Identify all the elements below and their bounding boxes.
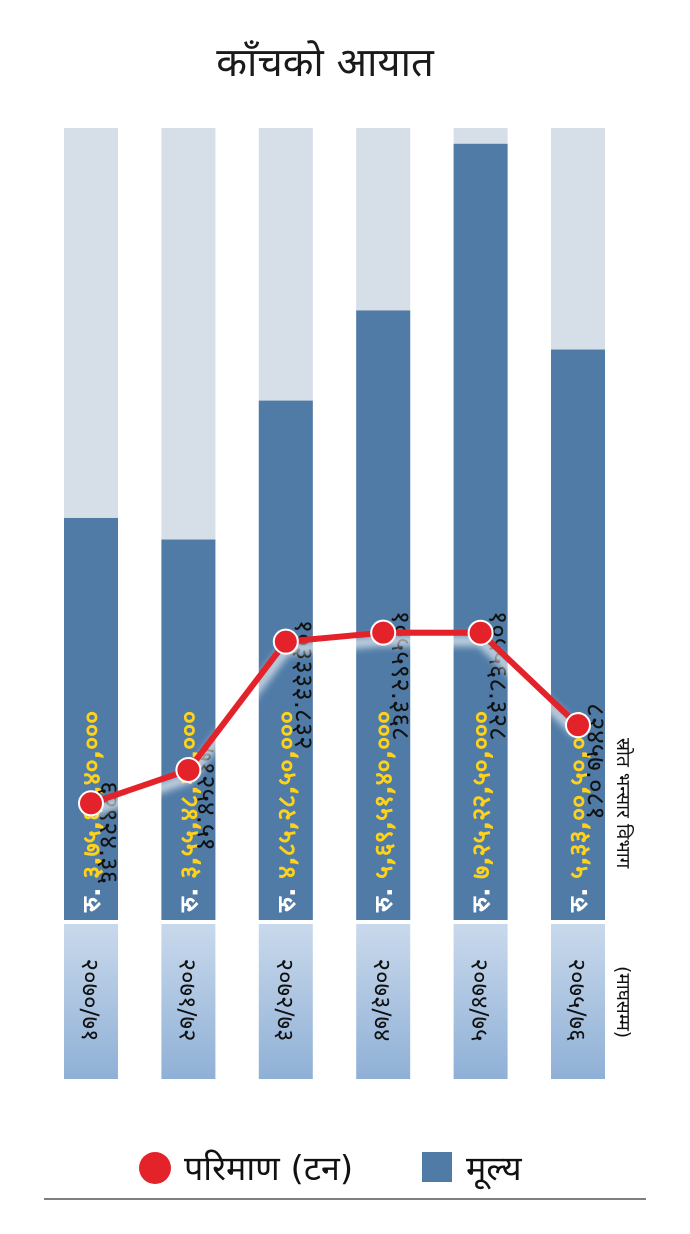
value-label-number: ७,२५,२२,५०,००० — [467, 711, 496, 879]
year-tab — [258, 924, 313, 1079]
value-bar — [258, 400, 313, 920]
currency-label: रु. — [564, 879, 593, 913]
value-label: रु. ३,५५,४८,२०,००० — [174, 711, 203, 913]
value-bar — [356, 310, 411, 921]
value-label: रु. ५,३३,००,५०,००० — [564, 711, 593, 913]
legend-swatch-value — [422, 1152, 452, 1182]
year-tab — [551, 924, 605, 1079]
currency-label: रु. — [77, 879, 106, 913]
legend: परिमाण (टन) मूल्य — [139, 1149, 523, 1190]
currency-label: रु. — [467, 879, 496, 913]
year-label: २०७३/७४ — [368, 959, 396, 1042]
value-label-number: ३,५५,४८,२०,००० — [174, 711, 203, 879]
chart-title: काँचको आयात — [216, 40, 435, 86]
legend-label-quantity: परिमाण (टन) — [184, 1149, 353, 1189]
period-note: (माघसम्म) — [612, 966, 634, 1038]
value-label: रु. ५,६९,५१,४०,००० — [369, 711, 398, 913]
year-tab — [64, 924, 118, 1079]
value-bar — [453, 143, 508, 921]
quantity-point — [370, 619, 397, 646]
currency-label: रु. — [174, 879, 203, 913]
quantity-point — [78, 790, 104, 817]
legend-swatch-quantity — [139, 1152, 171, 1184]
quantity-point — [175, 756, 202, 783]
source-note: स्रोत भन्सार विभाग — [612, 738, 635, 869]
year-label: २०७१/७२ — [173, 959, 201, 1042]
year-label: २०७२/७३ — [271, 959, 299, 1042]
quantity-point — [272, 628, 299, 655]
currency-label: रु. — [369, 879, 398, 913]
legend-label-value: मूल्य — [466, 1149, 523, 1190]
year-label: २०७०/७१ — [76, 959, 104, 1042]
value-label-number: ५,६९,५१,४०,००० — [369, 711, 398, 879]
quantity-line — [90, 629, 581, 807]
quantity-point — [565, 712, 591, 739]
value-bar — [64, 517, 118, 920]
year-tab — [356, 924, 411, 1079]
value-label: रु. ७,२५,२२,५०,००० — [467, 711, 496, 913]
value-label-number: ५,३३,००,५०,००० — [564, 711, 593, 879]
year-label: २०७५/७६ — [563, 959, 591, 1042]
value-label: रु. ४,८५,२८,५०,००० — [272, 711, 301, 913]
value-bar — [551, 349, 605, 920]
value-label-number: ४,८५,२८,५०,००० — [272, 711, 301, 879]
currency-label: रु. — [272, 879, 301, 913]
value-bar — [161, 539, 216, 920]
year-tab — [453, 924, 508, 1079]
year-tab — [161, 924, 216, 1079]
quantity-point — [467, 619, 494, 646]
line-glow — [89, 635, 582, 817]
year-label: २०७४/७५ — [466, 959, 494, 1042]
